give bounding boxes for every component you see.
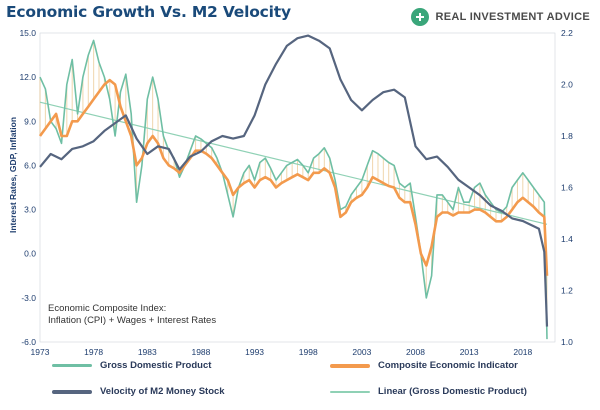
x-tick-label: 2018 [513,347,532,357]
x-tick-label: 2008 [406,347,425,357]
y-tick-label: 0.0 [24,249,36,259]
series-velocity [39,34,549,327]
series-gdp [39,39,548,340]
x-tick-label: 1973 [31,347,50,357]
y2-tick-label: 1.4 [561,234,573,244]
brand-plus-icon [411,8,430,26]
y2-tick-label: 1.8 [561,131,573,141]
legend-swatch-linear [330,390,370,393]
x-tick-label: 2003 [352,347,371,357]
y-tick-label: 15.0 [19,28,36,38]
legend-label-linear: Linear (Gross Domestic Product) [378,386,527,397]
y2-tick-label: 1.2 [561,286,573,296]
x-tick-label: 2013 [460,347,479,357]
x-tick-label: 1988 [191,347,210,357]
chart-title: Economic Growth Vs. M2 Velocity [6,3,291,21]
composite-index-note: Economic Composite Index: Inflation (CPI… [48,303,216,327]
y-tick-label: -3.0 [21,293,36,303]
y-tick-label: 9.0 [24,116,36,126]
legend-swatch-velocity [52,389,92,394]
y2-tick-label: 2.2 [561,28,573,38]
brand-logo: REAL INVESTMENT ADVICE [411,8,590,26]
note-line-2: Inflation (CPI) + Wages + Interest Rates [48,315,217,326]
y-tick-label: 3.0 [24,205,36,215]
y-axis-label: Interest Rates, GDP, Inflation [8,116,18,234]
legend-swatch-gdp [52,364,92,367]
brand-name: REAL INVESTMENT ADVICE [435,11,590,23]
x-tick-label: 1978 [84,347,103,357]
series-linear-trend [39,101,548,225]
note-line-1: Economic Composite Index: [48,303,167,314]
legend: Gross Domestic Product Composite Economi… [52,356,572,406]
legend-item-velocity: Velocity of M2 Money Stock [52,386,225,397]
y-tick-label: 6.0 [24,160,36,170]
legend-label-gdp: Gross Domestic Product [100,360,212,371]
legend-swatch-composite [330,363,370,368]
plot-frame [39,32,556,343]
legend-label-velocity: Velocity of M2 Money Stock [100,386,225,397]
x-tick-label: 1993 [245,347,264,357]
legend-item-linear: Linear (Gross Domestic Product) [330,386,527,397]
legend-item-gdp: Gross Domestic Product [52,360,211,371]
legend-item-composite: Composite Economic Indicator [330,360,518,371]
x-tick-label: 1998 [299,347,318,357]
y2-tick-label: 2.0 [561,80,573,90]
x-tick-label: 1983 [138,347,157,357]
y2-tick-label: 1.6 [561,183,573,193]
y-tick-label: -6.0 [21,337,36,347]
series-composite [38,78,549,276]
y-tick-label: 12.0 [19,72,36,82]
y2-tick-label: 1.0 [561,337,573,347]
legend-label-composite: Composite Economic Indicator [378,360,518,371]
